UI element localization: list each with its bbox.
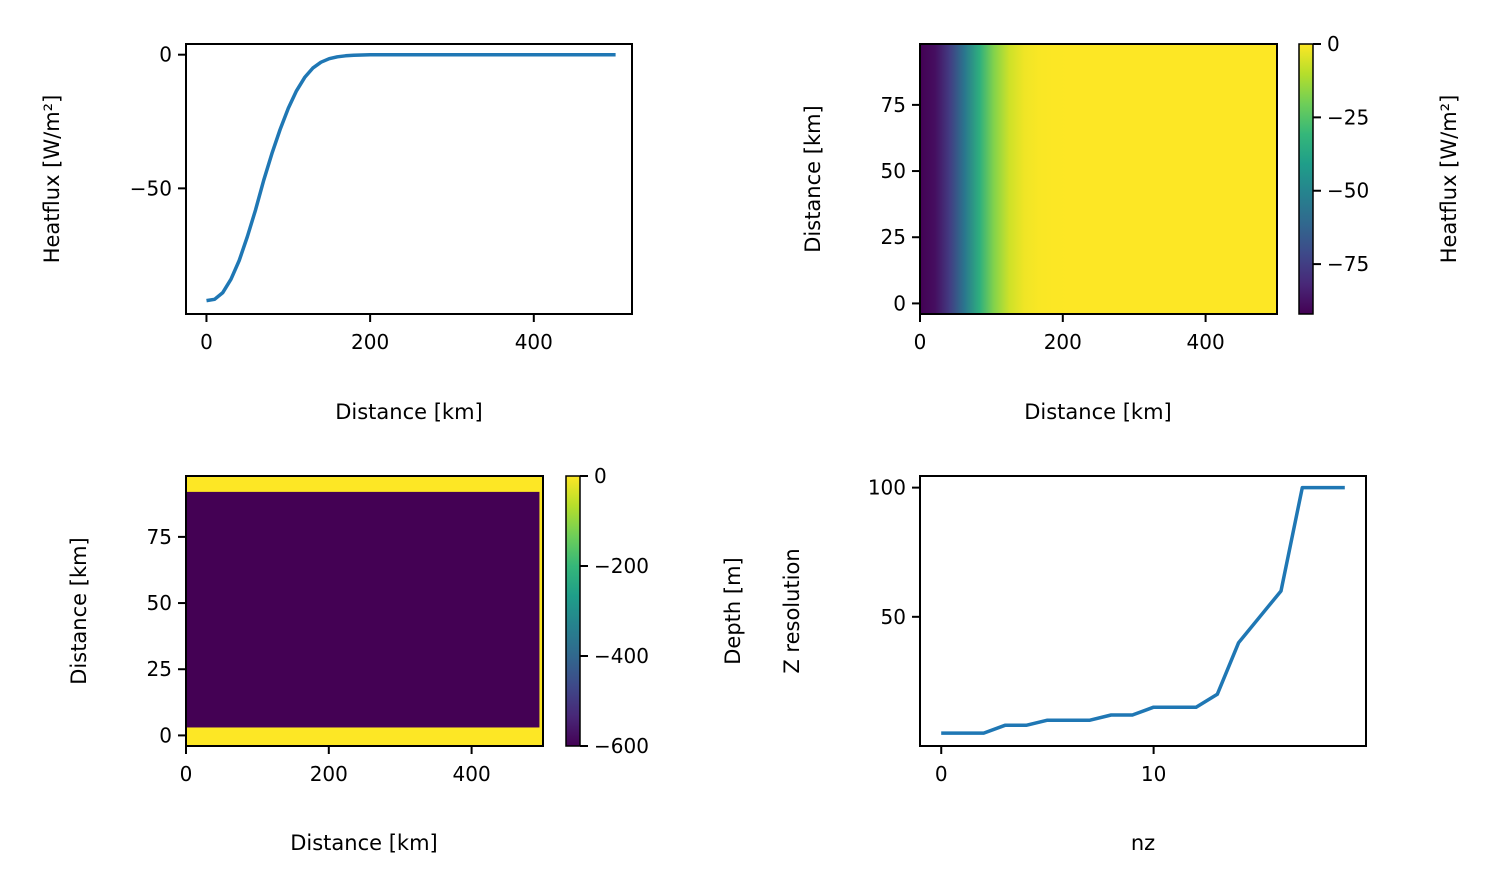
plot-frame [185, 43, 633, 315]
y-axis-label: Z resolution [780, 548, 804, 673]
colorbar: 0 −25 −50 −75 Heatflux [W/m²] [1298, 32, 1461, 315]
x-axis-label: Distance [km] [290, 831, 438, 855]
x-axis-label: nz [1131, 831, 1155, 855]
x-axis-label: Distance [km] [1024, 400, 1172, 424]
y-tick-label: 50 [881, 159, 906, 183]
y-tick-label: 75 [881, 93, 906, 117]
y-tick-label: 50 [147, 591, 172, 615]
x-tick-label: 0 [180, 762, 193, 786]
colorbar-tick-label: −50 [1327, 179, 1369, 203]
y-tick-label: 0 [893, 291, 906, 315]
y-tick-label: 0 [159, 723, 172, 747]
colorbar-tick-label: 0 [1327, 32, 1340, 56]
colorbar-gradient [565, 475, 581, 747]
x-tick-label: 200 [351, 330, 389, 354]
y-tick-label: 100 [868, 476, 906, 500]
plot-frame [919, 43, 1278, 315]
plot-frame [919, 475, 1367, 747]
plot-frame [185, 475, 544, 747]
series-line [206, 52, 616, 303]
colorbar-tick-label: −600 [594, 734, 649, 758]
colorbar-tick-label: 0 [594, 464, 607, 488]
colorbar-tick-label: −75 [1327, 252, 1369, 276]
panel-depth-map: 0 200 400 0 25 50 75 Distance [km] Distance [k… [67, 464, 745, 855]
y-tick-label: 25 [147, 657, 172, 681]
colorbar: 0 −200 −400 −600 Depth [m] [565, 464, 745, 758]
colorbar-tick-label: −200 [594, 554, 649, 578]
colorbar-label: Heatflux [W/m²] [1437, 95, 1461, 264]
x-tick-label: 400 [1187, 330, 1225, 354]
panel-heatflux-profile: 0 200 400 0 −50 Distance [km] Heatflux [W/m²… [40, 43, 633, 424]
colorbar-label: Depth [m] [721, 557, 745, 664]
x-tick-label: 0 [914, 330, 927, 354]
y-tick-label: 75 [147, 525, 172, 549]
y-tick-label: −50 [130, 176, 172, 200]
y-axis-label: Distance [km] [67, 537, 91, 685]
x-tick-label: 400 [515, 330, 553, 354]
x-axis-label: Distance [km] [335, 400, 483, 424]
y-axis-label: Distance [km] [801, 105, 825, 253]
x-tick-label: 200 [1044, 330, 1082, 354]
x-tick-label: 0 [935, 762, 948, 786]
y-tick-label: 0 [159, 43, 172, 67]
y-tick-label: 25 [881, 225, 906, 249]
panel-heatflux-map: 0 200 400 0 25 50 75 Distance [km] Distance [k… [801, 32, 1461, 424]
colorbar-tick-label: −400 [594, 644, 649, 668]
heatflux-image [920, 44, 1277, 314]
basin-region [186, 491, 540, 728]
x-tick-label: 200 [310, 762, 348, 786]
x-tick-label: 400 [453, 762, 491, 786]
x-tick-label: 10 [1141, 762, 1166, 786]
y-tick-label: 50 [881, 605, 906, 629]
series-line [941, 485, 1345, 735]
colorbar-tick-label: −25 [1327, 105, 1369, 129]
y-axis-label: Heatflux [W/m²] [40, 95, 64, 264]
x-tick-label: 0 [200, 330, 213, 354]
panel-z-resolution: 0 10 50 100 nz Z resolution [780, 475, 1367, 855]
colorbar-gradient [1298, 43, 1314, 315]
